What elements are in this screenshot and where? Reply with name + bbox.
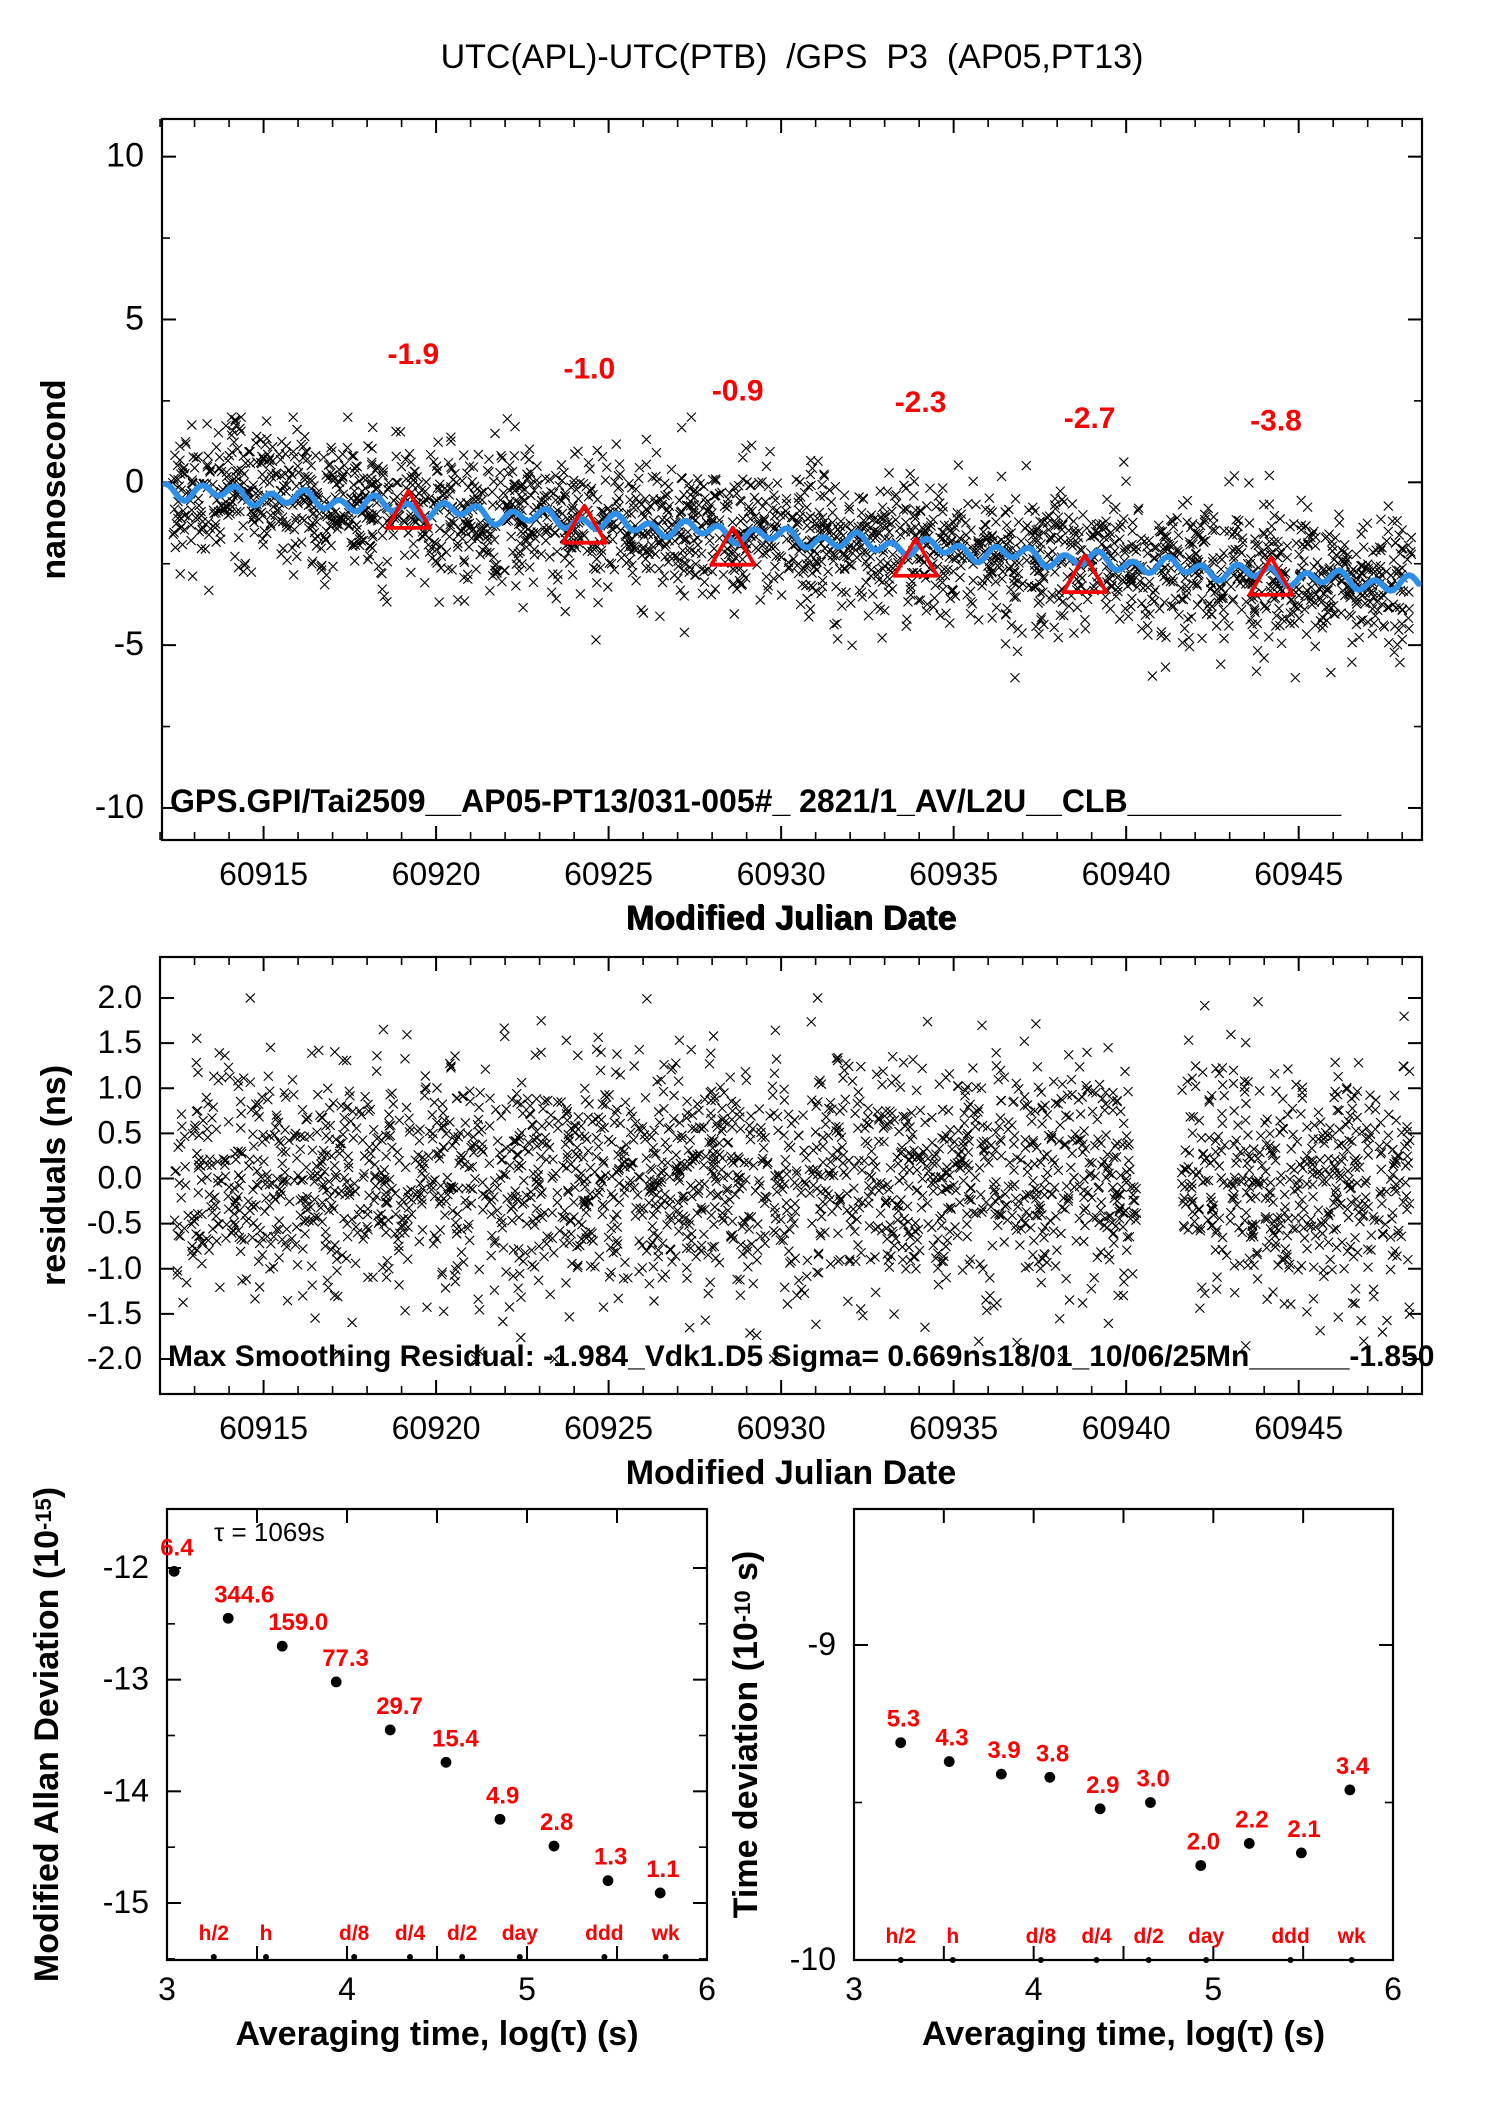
svg-text:3.9: 3.9 [987,1737,1020,1764]
svg-text:-10: -10 [95,788,144,826]
svg-text:344.6: 344.6 [214,1581,274,1608]
svg-text:d/8: d/8 [1026,1925,1057,1948]
svg-text:5: 5 [125,299,144,337]
svg-text:d/2: d/2 [447,1922,477,1945]
svg-text:day: day [1188,1925,1225,1948]
svg-text:60930: 60930 [737,856,826,892]
svg-text:60945: 60945 [1254,856,1343,892]
svg-text:UTC(APL)-UTC(PTB) /GPS P3 (: UTC(APL)-UTC(PTB) /GPS P3 (AP05,PT13) [441,38,1144,76]
svg-text:Averaging time, log(τ) (s): Averaging time, log(τ) (s) [922,2015,1325,2053]
svg-text:0.0: 0.0 [98,1160,142,1196]
svg-text:d/4: d/4 [1081,1925,1112,1948]
svg-text:5: 5 [1204,1971,1222,2007]
svg-text:5: 5 [518,1971,536,2007]
svg-text:60935: 60935 [909,1410,998,1446]
svg-text:2.0: 2.0 [98,979,142,1015]
svg-text:h: h [260,1922,273,1945]
svg-text:h: h [946,1925,959,1948]
svg-text:6: 6 [1384,1971,1402,2007]
svg-text:τ = 1069s: τ = 1069s [214,1517,325,1547]
svg-text:Averaging time, log(τ) (s): Averaging time, log(τ) (s) [235,2015,638,2053]
svg-text:4.3: 4.3 [935,1725,968,1752]
svg-text:0.5: 0.5 [98,1114,142,1150]
svg-text:Time deviation (10-10 s): Time deviation (10-10 s) [727,1551,765,1919]
svg-text:60925: 60925 [564,1410,653,1446]
svg-text:77.3: 77.3 [322,1645,369,1672]
svg-text:60940: 60940 [1082,1410,1171,1446]
svg-text:2.2: 2.2 [1235,1806,1268,1833]
svg-text:ddd: ddd [585,1922,623,1945]
svg-text:-0.9: -0.9 [712,375,764,408]
svg-text:2.0: 2.0 [1187,1829,1220,1856]
svg-text:residuals (ns): residuals (ns) [35,1065,73,1286]
svg-text:-1.5: -1.5 [87,1295,142,1331]
svg-text:6: 6 [698,1971,716,2007]
svg-text:-2.0: -2.0 [87,1340,142,1376]
svg-text:60930: 60930 [737,1410,826,1446]
svg-text:1.3: 1.3 [594,1844,627,1871]
svg-text:-2.3: -2.3 [895,386,947,419]
svg-text:3.0: 3.0 [1136,1766,1169,1793]
svg-text:1.0: 1.0 [98,1069,142,1105]
svg-text:Max Smoothing Residual: -1.984: Max Smoothing Residual: -1.984_Vdk1.D5 S… [168,1340,1435,1373]
svg-text:-1.9: -1.9 [387,338,439,371]
svg-text:-3.8: -3.8 [1250,405,1302,438]
svg-text:3.4: 3.4 [1336,1753,1370,1780]
svg-text:3: 3 [845,1971,863,2007]
svg-text:d/4: d/4 [395,1922,426,1945]
svg-text:Modified Julian Date: Modified Julian Date [626,1454,957,1492]
svg-text:-12: -12 [103,1549,149,1585]
svg-text:-9: -9 [808,1626,836,1662]
svg-text:2.9: 2.9 [1086,1772,1119,1799]
svg-text:wk: wk [651,1922,680,1945]
svg-text:-0.5: -0.5 [87,1205,142,1241]
svg-text:ddd: ddd [1271,1925,1309,1948]
svg-text:-2.7: -2.7 [1064,402,1116,435]
svg-text:4.9: 4.9 [486,1782,519,1809]
svg-text:3.8: 3.8 [1036,1740,1069,1767]
svg-text:-15: -15 [103,1884,149,1920]
svg-text:60935: 60935 [909,856,998,892]
svg-text:60925: 60925 [564,856,653,892]
svg-text:-5: -5 [114,625,144,663]
svg-text:wk: wk [1337,1925,1366,1948]
svg-text:159.0: 159.0 [268,1609,328,1636]
svg-text:Modified Allan Deviation (10-1: Modified Allan Deviation (10-15) [28,1487,66,1982]
svg-text:-13: -13 [103,1661,149,1697]
svg-text:1.1: 1.1 [646,1856,679,1883]
svg-text:-1.0: -1.0 [87,1250,142,1286]
svg-text:4: 4 [338,1971,356,2007]
svg-text:15.4: 15.4 [432,1725,479,1752]
svg-text:10: 10 [106,137,144,175]
svg-text:-14: -14 [103,1772,149,1808]
svg-text:60920: 60920 [392,1410,481,1446]
svg-text:3: 3 [158,1971,176,2007]
svg-text:h/2: h/2 [886,1925,916,1948]
svg-text:60940: 60940 [1082,856,1171,892]
svg-text:60920: 60920 [392,856,481,892]
svg-text:GPS.GPI/Tai2509__AP05-PT13/031: GPS.GPI/Tai2509__AP05-PT13/031-005#_ 282… [170,783,1342,819]
svg-text:0: 0 [125,462,144,500]
svg-text:1.5: 1.5 [98,1024,142,1060]
svg-text:60915: 60915 [219,856,308,892]
svg-text:60945: 60945 [1254,1410,1343,1446]
svg-text:d/2: d/2 [1133,1925,1163,1948]
svg-text:nanosecond: nanosecond [35,379,73,579]
svg-text:2.8: 2.8 [540,1809,573,1836]
svg-text:29.7: 29.7 [376,1693,423,1720]
svg-text:5.3: 5.3 [887,1706,920,1733]
svg-text:-10: -10 [790,1941,836,1977]
svg-text:6.4: 6.4 [160,1534,194,1561]
svg-text:4: 4 [1025,1971,1043,2007]
svg-text:day: day [502,1922,539,1945]
svg-text:-1.0: -1.0 [563,353,615,386]
svg-text:h/2: h/2 [199,1922,229,1945]
svg-text:Modified Julian Date: Modified Julian Date [626,899,957,937]
svg-text:d/8: d/8 [339,1922,370,1945]
svg-text:2.1: 2.1 [1287,1816,1320,1843]
svg-text:60915: 60915 [219,1410,308,1446]
